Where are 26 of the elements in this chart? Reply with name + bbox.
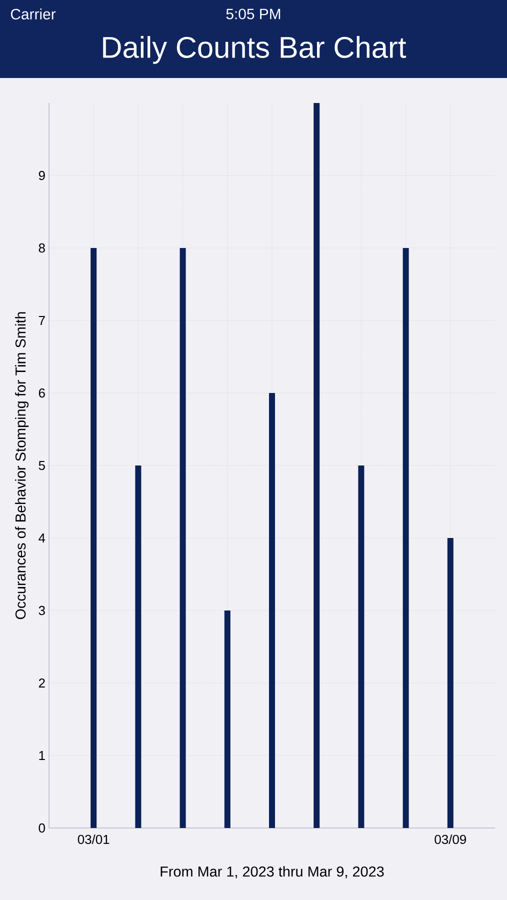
y-tick-label: 4 <box>38 534 46 542</box>
bar <box>180 248 186 828</box>
text: 5:05 PM <box>226 8 280 20</box>
x-tick-label: 03/09 <box>434 834 466 844</box>
x-tick-label: 03/01 <box>78 834 110 844</box>
y-tick-label: 7 <box>38 316 45 325</box>
bar <box>269 392 276 828</box>
y-tick-label: 2 <box>38 678 45 688</box>
chart-title: Daily Counts Bar Chart <box>103 36 406 64</box>
y-tick-label: 6 <box>38 388 45 398</box>
y-tick-label: 1 <box>39 751 45 760</box>
y-tick-label: 9 <box>38 170 45 180</box>
bar <box>402 248 409 828</box>
bar <box>358 465 364 828</box>
y-axis-title: Occurances of Behavior Stomping for Tim Smith <box>15 312 29 620</box>
x-axis-title: From Mar 1, 2023 thru Mar 9, 2023 <box>160 866 384 878</box>
y-tick-label: 3 <box>38 606 45 616</box>
bar <box>314 102 320 828</box>
bar <box>135 465 142 828</box>
y-tick-label: 8 <box>38 243 45 253</box>
y-tick-label: 0 <box>38 823 45 833</box>
bar <box>224 610 230 828</box>
y-tick-label: 5 <box>38 460 45 470</box>
bar <box>90 248 97 828</box>
bar <box>447 538 454 828</box>
text: Carrier <box>10 8 56 20</box>
